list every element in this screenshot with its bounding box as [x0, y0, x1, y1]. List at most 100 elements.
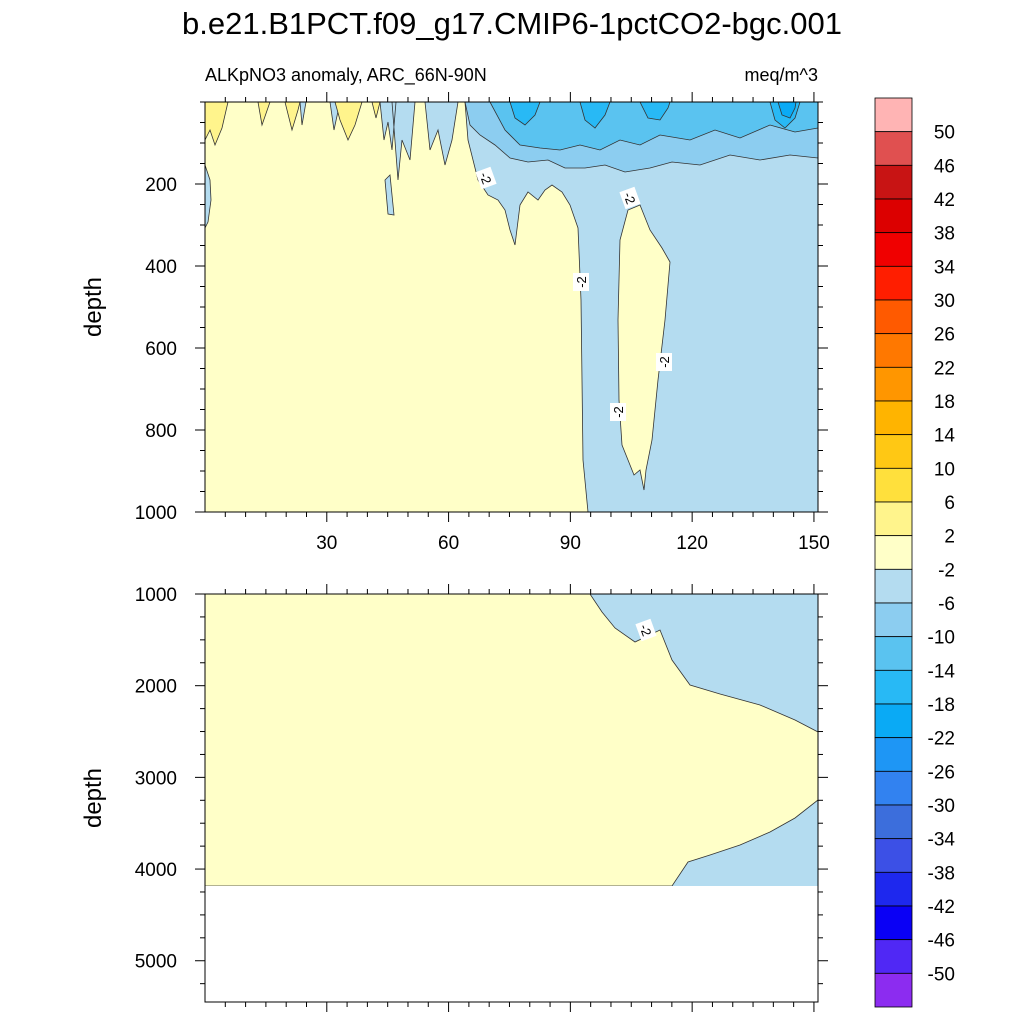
colorbar-label: 30 — [934, 291, 955, 312]
colorbar-swatch — [874, 636, 913, 671]
colorbar-swatch — [874, 434, 913, 469]
colorbar-swatch — [874, 299, 913, 335]
colorbar: 50 46 42 38 34 30 26 22 18 14 10 6 2 -2 -6 -10 -14 -18 -22… — [874, 97, 956, 1008]
upper-band-6-2-spots — [205, 102, 381, 147]
upper-band-neg10-neg14 — [489, 102, 818, 151]
colorbar-swatch — [874, 501, 913, 537]
contour-label: -2 — [621, 190, 639, 206]
upper-band-neg14-neg18 — [509, 102, 801, 129]
contour-label: -2 — [657, 356, 672, 368]
upper-subtitle-left: ALKpNO3 anomaly, ARC_66N-90N — [205, 65, 487, 86]
lower-panel: -2 1000 2000 3000 4000 5000 depth — [80, 584, 828, 1012]
colorbar-label: -10 — [928, 628, 955, 649]
main-title: b.e21.B1PCT.f09_g17.CMIP6-1pctCO2-bgc.00… — [182, 6, 842, 41]
y-tick-label: 1000 — [135, 585, 177, 606]
upper-y-axis-label: depth — [80, 277, 107, 337]
colorbar-swatch — [874, 131, 913, 166]
colorbar-label: 6 — [944, 493, 955, 514]
colorbar-swatch — [874, 467, 913, 503]
lower-contour-labels: -2 — [635, 618, 657, 642]
x-tick-label: 120 — [676, 533, 708, 554]
colorbar-swatch — [874, 838, 913, 873]
upper-surface-blue-fringe — [299, 102, 459, 216]
y-tick-label: 400 — [145, 257, 177, 278]
colorbar-label: -2 — [938, 560, 955, 581]
colorbar-swatch — [874, 804, 913, 840]
colorbar-label: 34 — [934, 257, 956, 278]
upper-axes: 30 60 90 120 150 200 400 600 800 1000 — [135, 92, 830, 554]
colorbar-swatch — [874, 602, 913, 638]
y-tick-label: 800 — [145, 421, 177, 442]
colorbar-swatch — [874, 97, 913, 133]
y-tick-label: 5000 — [135, 952, 177, 973]
x-tick-label: 30 — [316, 533, 337, 554]
colorbar-label: 18 — [934, 392, 955, 413]
colorbar-label: 46 — [934, 156, 955, 177]
colorbar-swatch — [874, 535, 913, 570]
colorbar-label: -18 — [928, 695, 955, 716]
upper-band-2-neg2 — [205, 102, 589, 512]
upper-contour-labels: -2 -2 -2 -2 -2 — [475, 166, 672, 421]
upper-band-neg18-neg22 — [777, 102, 797, 119]
upper-panel: ALKpNO3 anomaly, ARC_66N-90N meq/m^3 — [80, 65, 830, 554]
colorbar-swatch — [874, 770, 913, 806]
x-tick-label: 90 — [560, 533, 581, 554]
y-tick-label: 200 — [145, 175, 177, 196]
colorbar-label: 26 — [934, 325, 955, 346]
colorbar-label: 38 — [934, 224, 955, 245]
colorbar-label: 14 — [934, 426, 956, 447]
colorbar-swatch — [874, 737, 913, 772]
contour-label: -2 — [637, 622, 655, 638]
colorbar-swatch — [874, 366, 913, 402]
colorbar-swatch — [874, 568, 913, 604]
colorbar-swatch — [874, 198, 913, 234]
lower-no-data-region — [205, 886, 818, 1002]
lower-contour-field — [205, 594, 818, 1002]
colorbar-label: -14 — [928, 661, 956, 682]
upper-contour-field — [205, 102, 818, 512]
lower-y-axis-label: depth — [80, 768, 107, 828]
colorbar-swatch — [874, 939, 913, 974]
colorbar-label: -46 — [928, 931, 955, 952]
colorbar-label: 10 — [934, 459, 955, 480]
colorbar-label: 42 — [934, 190, 955, 211]
lower-band-2-neg2 — [205, 594, 818, 887]
colorbar-swatch — [874, 265, 913, 301]
lower-plot-frame — [204, 593, 819, 1003]
x-tick-label: 60 — [438, 533, 459, 554]
colorbar-swatch — [874, 232, 913, 267]
upper-yellow-lens — [617, 204, 671, 491]
y-tick-label: 2000 — [135, 677, 177, 698]
colorbar-swatch — [874, 164, 913, 200]
y-tick-label: 4000 — [135, 860, 177, 881]
upper-left-blue-patch — [205, 164, 212, 229]
colorbar-label: -38 — [928, 863, 955, 884]
colorbar-swatch — [874, 400, 913, 436]
lower-axes: 1000 2000 3000 4000 5000 — [135, 584, 828, 1012]
colorbar-label: 2 — [944, 527, 955, 548]
colorbar-swatch — [874, 905, 913, 941]
y-tick-label: 1000 — [135, 503, 177, 524]
colorbar-swatch — [874, 333, 913, 368]
colorbar-label: -26 — [928, 762, 955, 783]
colorbar-label: -30 — [928, 796, 955, 817]
colorbar-label: 22 — [934, 358, 955, 379]
x-tick-label: 150 — [798, 533, 830, 554]
contour-label: -2 — [574, 276, 589, 288]
colorbar-label: -6 — [938, 594, 955, 615]
colorbar-label: -34 — [928, 830, 956, 851]
contour-label: -2 — [477, 170, 495, 186]
colorbar-swatch — [874, 972, 913, 1008]
colorbar-label: -22 — [928, 729, 955, 750]
contour-label: -2 — [611, 406, 626, 418]
upper-subtitle-right: meq/m^3 — [745, 65, 818, 85]
colorbar-label: -42 — [928, 897, 955, 918]
colorbar-label: -50 — [928, 964, 955, 985]
y-tick-label: 600 — [145, 339, 177, 360]
y-tick-label: 3000 — [135, 768, 177, 789]
colorbar-swatch — [874, 703, 913, 739]
colorbar-swatch — [874, 669, 913, 705]
colorbar-swatch — [874, 871, 913, 907]
colorbar-label: 50 — [934, 123, 955, 144]
